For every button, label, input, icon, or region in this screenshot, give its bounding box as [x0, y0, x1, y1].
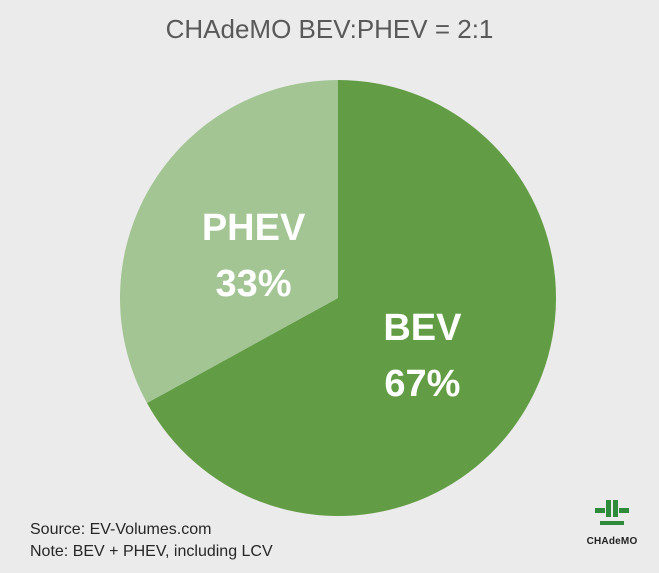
- chademo-logo: CHAdeMO: [582, 497, 642, 547]
- slice-name-bev: BEV: [383, 307, 462, 349]
- slice-name-phev: PHEV: [202, 207, 306, 249]
- chart-title: CHAdeMO BEV:PHEV = 2:1: [165, 14, 494, 44]
- note-text: Note: BEV + PHEV, including LCV: [30, 543, 273, 560]
- pie-slices: [120, 80, 557, 516]
- slice-value-phev: 33%: [216, 263, 292, 305]
- pie-slice-bev: [146, 80, 557, 516]
- source-text: Source: EV-Volumes.com: [30, 521, 212, 538]
- pie-slice-phev: [120, 80, 338, 404]
- chademo-logo-text: CHAdeMO: [586, 536, 638, 547]
- source-note: Source: EV-Volumes.com Note: BEV + PHEV,…: [30, 519, 273, 563]
- chademo-logo-icon: [595, 500, 629, 525]
- pie-labels: BEV 67% PHEV 33%: [202, 207, 462, 405]
- slice-value-bev: 67%: [384, 363, 460, 405]
